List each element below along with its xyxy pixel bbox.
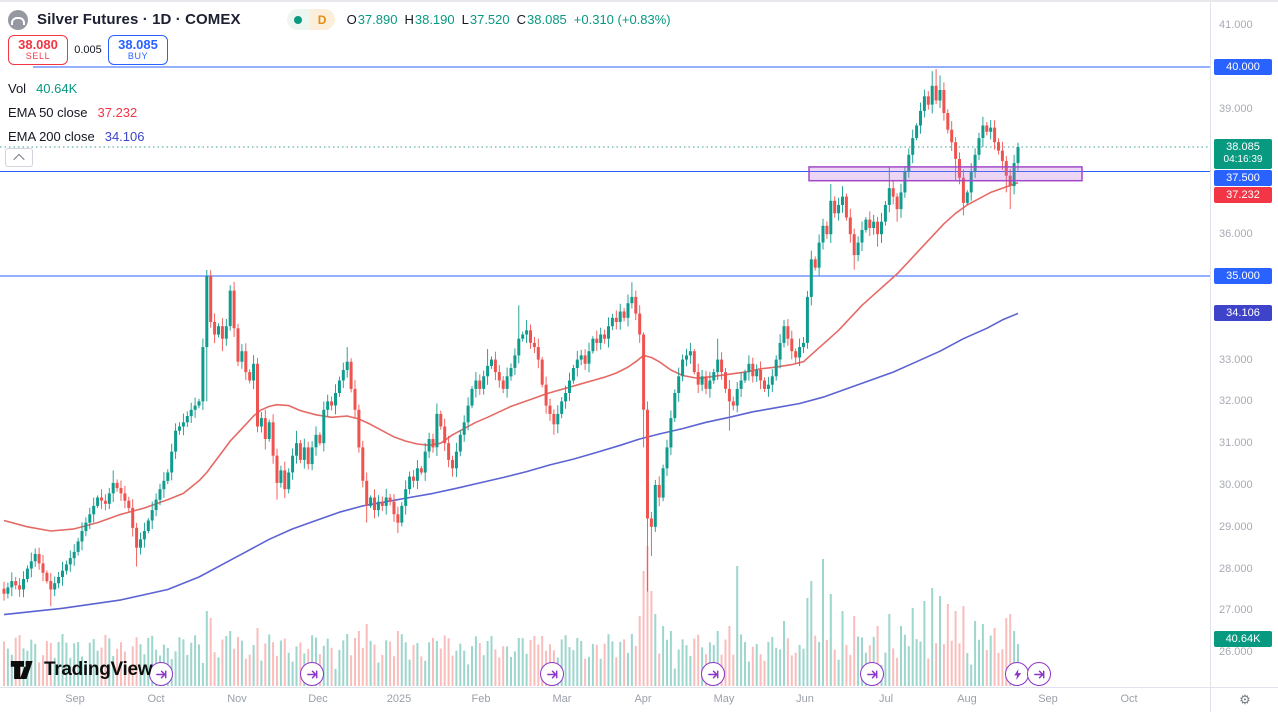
buy-button[interactable]: 38.085 BUY [108, 35, 168, 65]
sell-button[interactable]: 38.080 SELL [8, 35, 68, 65]
price-tick: 29.000 [1219, 520, 1253, 533]
price-tick: 32.000 [1219, 395, 1253, 408]
legend-ema200[interactable]: EMA 200 close 34.106 [8, 124, 144, 148]
chevron-up-icon [13, 153, 25, 165]
month-label: Mar [552, 693, 572, 705]
ema50-label: EMA 50 close [8, 104, 88, 120]
price-badge: 38.085 04:16:39 [1214, 139, 1272, 170]
price-badge: 37.232 [1214, 187, 1272, 204]
month-label: Feb [471, 693, 491, 705]
contract-rollover-icon[interactable] [860, 662, 884, 686]
market-open-dot-icon [294, 15, 303, 24]
legend-collapse-button[interactable] [5, 148, 33, 167]
month-label: Nov [227, 693, 247, 705]
price-tick: 26.000 [1219, 646, 1253, 659]
buy-label: BUY [127, 51, 149, 62]
price-tick: 28.000 [1219, 562, 1253, 575]
ohlc-readout: O37.890 H38.190 L37.520 C38.085 +0.310 (… [347, 12, 671, 27]
flash-event-icon[interactable] [1005, 662, 1029, 686]
price-tick: 36.000 [1219, 228, 1253, 241]
year-label: 2025 [386, 693, 412, 705]
low-value: 37.520 [469, 12, 510, 27]
change-value: +0.310 (+0.83%) [573, 12, 671, 27]
market-status-pill[interactable]: D [286, 9, 335, 30]
month-label: Oct [147, 693, 165, 705]
tradingview-wordmark: TradingView [44, 659, 153, 680]
open-value: 37.890 [357, 12, 398, 27]
time-axis[interactable]: Sep Oct Nov Dec 2025 Feb Mar Apr May Jun Jul Aug Sep… [0, 687, 1210, 712]
price-badge: 40.64K [1214, 631, 1272, 647]
price-axis[interactable]: 41.000 39.000 36.000 33.000 32.000 31.000 30.0… [1210, 2, 1278, 687]
spread-value: 0.005 [74, 44, 102, 56]
symbol-logo-icon [8, 9, 28, 30]
price-tick: 30.000 [1219, 479, 1253, 491]
contract-rollover-icon[interactable] [1027, 662, 1051, 686]
price-tick: 31.000 [1219, 437, 1253, 450]
legend-volume[interactable]: Vol 40.64K [8, 76, 144, 100]
volume-label: Vol [8, 80, 27, 96]
buy-price: 38.085 [118, 37, 158, 53]
interval-badge[interactable]: D [309, 9, 335, 30]
price-tick: 41.000 [1219, 19, 1253, 32]
legend-ema50[interactable]: EMA 50 close 37.232 [8, 100, 144, 124]
contract-rollover-icon[interactable] [300, 662, 324, 686]
tradingview-logo[interactable]: TradingView [10, 657, 153, 683]
month-label: Jul [878, 693, 894, 705]
symbol-title[interactable]: Silver Futures · 1D · COMEX [37, 11, 241, 28]
month-label: Dec [308, 693, 328, 705]
high-value: 38.190 [414, 12, 455, 27]
candlestick-plot[interactable] [0, 2, 1210, 687]
sell-label: SELL [25, 51, 51, 62]
contract-rollover-icon[interactable] [540, 662, 564, 686]
axis-settings-corner[interactable]: ⚙ [1210, 687, 1278, 712]
contract-rollover-icon[interactable] [149, 662, 173, 686]
close-label: C [516, 12, 527, 27]
month-label: May [713, 693, 735, 705]
ema200-label: EMA 200 close [8, 128, 95, 144]
low-label: L [461, 12, 469, 27]
price-tick: 27.000 [1219, 604, 1253, 617]
open-label: O [346, 12, 357, 27]
price-tick: 33.000 [1219, 353, 1253, 366]
high-label: H [404, 12, 414, 27]
month-label: Jun [796, 693, 814, 705]
price-badge: 35.000 [1214, 268, 1272, 284]
close-value: 38.085 [527, 12, 567, 27]
ema200-value: 34.106 [104, 128, 145, 144]
month-label: Sep [65, 693, 85, 705]
price-badge: 37.500 [1214, 170, 1272, 187]
gear-icon: ⚙ [1239, 692, 1251, 707]
month-label: Apr [634, 693, 652, 705]
price-tick: 39.000 [1219, 102, 1253, 115]
trade-widget: 38.080 SELL 0.005 38.085 BUY [8, 35, 168, 65]
sell-price: 38.080 [18, 37, 58, 53]
volume-value: 40.64K [36, 80, 78, 96]
month-label: Oct [1120, 693, 1138, 705]
month-label: Aug [957, 693, 977, 705]
symbol-header: Silver Futures · 1D · COMEX D O37.890 H3… [8, 9, 671, 30]
indicator-legend: Vol 40.64K EMA 50 close 37.232 EMA 200 c… [8, 76, 144, 148]
month-label: Sep [1038, 693, 1058, 705]
ema50-value: 37.232 [97, 104, 138, 120]
price-badge: 34.106 [1214, 305, 1272, 322]
tradingview-mark-icon [10, 660, 33, 680]
contract-rollover-icon[interactable] [701, 662, 725, 686]
price-badge: 40.000 [1214, 59, 1272, 75]
